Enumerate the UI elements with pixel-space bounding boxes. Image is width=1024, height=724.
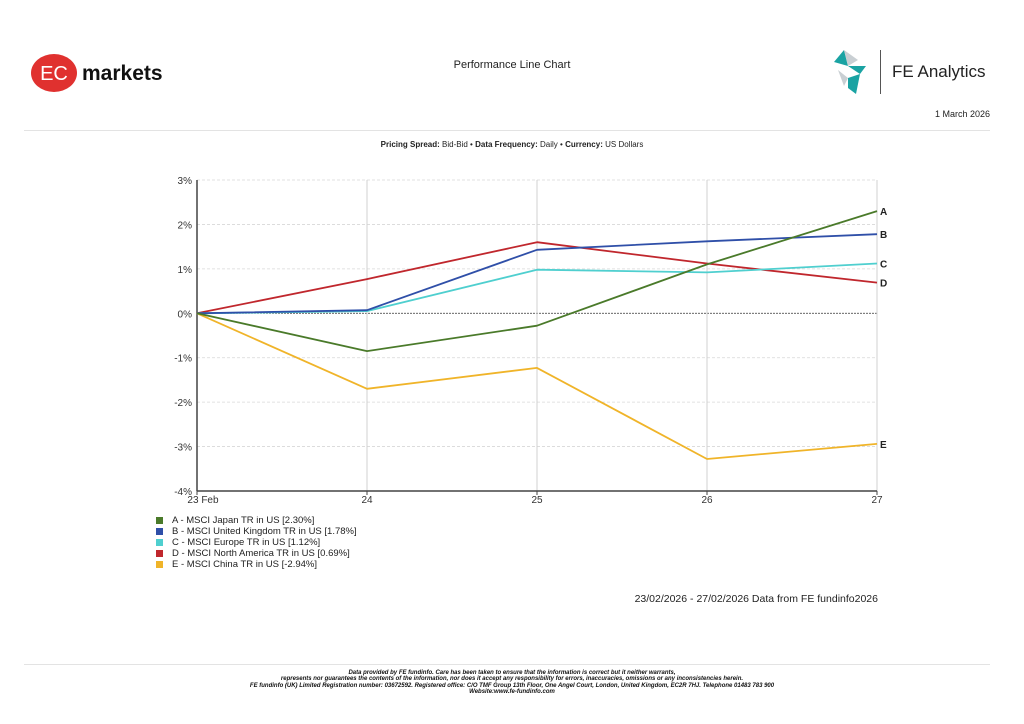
y-tick-label: -4% xyxy=(174,487,192,498)
x-tick-label: 26 xyxy=(701,495,713,506)
footer-divider xyxy=(24,664,990,665)
separator-dot: • xyxy=(560,140,563,149)
fe-analytics-text: FE Analytics xyxy=(892,62,986,81)
currency-label: Currency: xyxy=(565,140,603,149)
x-tick-label: 27 xyxy=(871,495,883,506)
legend-swatch xyxy=(156,550,163,557)
separator-dot: • xyxy=(470,140,473,149)
markets-logo-text: markets xyxy=(82,62,163,85)
series-line-e xyxy=(196,312,878,460)
series-end-label-e: E xyxy=(880,440,887,451)
legend-swatch xyxy=(156,517,163,524)
legend-swatch xyxy=(156,539,163,546)
x-tick-label: 23 Feb xyxy=(187,495,219,506)
series-line-a xyxy=(196,210,878,353)
disclaimer-line: FE fundinfo (UK) Limited Registration nu… xyxy=(249,682,775,689)
y-tick-label: -1% xyxy=(174,354,192,365)
disclaimer-footer: Data provided by FE fundinfo. Care has b… xyxy=(0,670,1024,696)
axis-layer: 3% 2% 1% 0% -1% -2% -3% -4%23 Feb 24 25 26 27 xyxy=(174,176,883,506)
series-end-label-c: C xyxy=(880,260,887,271)
legend-item: C - MSCI Europe TR in US [1.12%] xyxy=(156,537,357,548)
legend-label: E - MSCI China TR in US [-2.94%] xyxy=(172,558,318,570)
performance-line-chart: 3% 2% 1% 0% -1% -2% -3% -4%23 Feb 24 25 26 27 A B CD E xyxy=(174,176,887,506)
fe-analytics-logo: FE Analytics xyxy=(834,50,986,94)
pricing-spread-value: Bid-Bid xyxy=(442,140,468,149)
y-tick-label: 0% xyxy=(178,309,193,320)
series-line-b xyxy=(196,233,878,315)
legend-label: A - MSCI Japan TR in US [2.30%] xyxy=(172,514,315,526)
series-layer xyxy=(196,210,878,460)
page-title: Performance Line Chart xyxy=(453,59,571,71)
x-tick-label: 24 xyxy=(361,495,373,506)
pricing-spread-label: Pricing Spread: xyxy=(380,140,440,149)
legend-label: D - MSCI North America TR in US [0.69%] xyxy=(172,547,350,559)
series-end-label-a: A xyxy=(880,207,887,218)
currency-value: US Dollars xyxy=(605,140,644,149)
y-tick-label: 1% xyxy=(178,265,193,276)
website-line: Website:www.fe-fundinfo.com xyxy=(469,689,555,696)
chart-settings: Pricing Spread: Bid-Bid • Data Frequency… xyxy=(0,140,1024,149)
header-divider xyxy=(24,130,990,131)
x-tick-label: 25 xyxy=(531,495,543,506)
legend-item: D - MSCI North America TR in US [0.69%] xyxy=(156,548,357,559)
y-tick-label: -2% xyxy=(174,398,192,409)
chart-legend: A - MSCI Japan TR in US [2.30%] B - MSCI … xyxy=(156,515,357,570)
legend-swatch xyxy=(156,561,163,568)
disclaimer-line: represents nor guarantees the contents o… xyxy=(280,676,744,683)
report-date: 1 March 2026 xyxy=(934,109,990,119)
disclaimer-line: Data provided by FE fundinfo. Care has b… xyxy=(348,670,676,676)
ec-logo-badge xyxy=(31,54,77,92)
y-tick-label: 3% xyxy=(178,176,193,187)
legend-item: E - MSCI China TR in US [-2.94%] xyxy=(156,559,357,570)
legend-item: A - MSCI Japan TR in US [2.30%] xyxy=(156,515,357,526)
ec-logo-text: EC xyxy=(40,63,68,85)
data-frequency-value: Daily xyxy=(540,140,558,149)
series-end-label-d: D xyxy=(880,279,887,290)
legend-swatch xyxy=(156,528,163,535)
legend-label: B - MSCI United Kingdom TR in US [1.78%] xyxy=(172,525,357,537)
ec-markets-logo: EC markets xyxy=(31,54,163,92)
legend-item: B - MSCI United Kingdom TR in US [1.78%] xyxy=(156,526,357,537)
label-layer: A B CD E xyxy=(880,207,887,451)
date-range-text: 23/02/2026 - 27/02/2026 Data from FE fun… xyxy=(634,593,878,605)
legend-label: C - MSCI Europe TR in US [1.12%] xyxy=(172,536,321,548)
series-end-label-b: B xyxy=(880,230,887,241)
data-frequency-label: Data Frequency: xyxy=(475,140,538,149)
y-tick-label: 2% xyxy=(178,220,193,231)
y-tick-label: -3% xyxy=(174,443,192,454)
